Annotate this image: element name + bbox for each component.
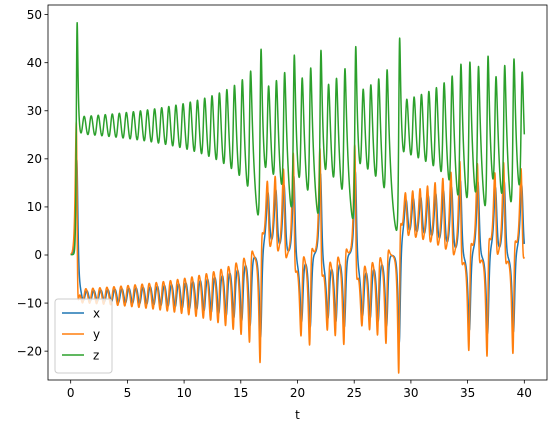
legend-label-x: x <box>93 306 100 320</box>
x-tick-label: 10 <box>176 386 191 400</box>
y-tick-label: 20 <box>27 152 42 166</box>
x-tick-label: 0 <box>67 386 75 400</box>
y-tick-label: 40 <box>27 56 42 70</box>
y-tick-label: 10 <box>27 200 42 214</box>
legend: xyz <box>54 298 113 374</box>
legend-label-z: z <box>93 348 99 362</box>
y-tick-label: −20 <box>17 344 42 358</box>
legend-box <box>54 298 113 374</box>
x-tick-label: 40 <box>517 386 532 400</box>
y-axis-ticks: −20 −10 0 10 20 30 40 50 <box>17 8 48 358</box>
y-tick-label: 50 <box>27 8 42 22</box>
x-tick-label: 15 <box>233 386 248 400</box>
y-tick-label: 30 <box>27 104 42 118</box>
x-tick-label: 5 <box>124 386 132 400</box>
plot-background <box>48 5 547 380</box>
y-tick-label: −10 <box>17 296 42 310</box>
x-tick-label: 25 <box>347 386 362 400</box>
x-axis-ticks: 0 5 10 15 20 25 30 35 40 <box>67 380 532 400</box>
legend-label-y: y <box>93 327 100 341</box>
x-axis-label: t <box>295 408 300 422</box>
y-tick-label: 0 <box>34 248 42 262</box>
series-line-y <box>70 121 526 374</box>
x-tick-label: 35 <box>460 386 475 400</box>
series-lines <box>70 21 526 374</box>
series-line-z <box>70 21 526 256</box>
x-tick-label: 20 <box>290 386 305 400</box>
x-tick-label: 30 <box>403 386 418 400</box>
